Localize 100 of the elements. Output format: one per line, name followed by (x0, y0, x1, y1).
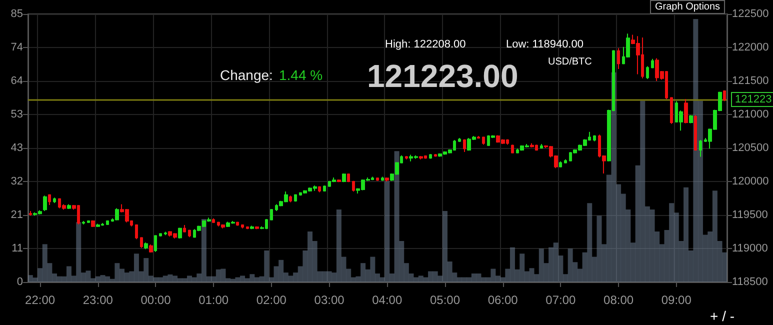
candlestick (48, 194, 51, 206)
bar (153, 277, 158, 282)
bar (298, 266, 303, 282)
bar (162, 276, 168, 282)
bar (587, 203, 592, 282)
bar (332, 272, 337, 282)
bar (650, 209, 655, 282)
candlestick (342, 172, 346, 183)
bar (568, 248, 573, 282)
candlestick (294, 194, 297, 202)
bar (572, 262, 578, 282)
bar (254, 277, 260, 282)
candlestick (385, 176, 389, 182)
candlestick (352, 180, 355, 192)
bar (220, 268, 226, 282)
candlestick (29, 210, 32, 216)
bar (476, 273, 482, 282)
bar (80, 272, 86, 282)
y-tick-label: 21 (10, 209, 23, 221)
bar (168, 274, 173, 282)
candlestick (164, 231, 167, 236)
y2-tick-label: 120000 (732, 176, 769, 188)
candlestick (96, 223, 100, 228)
bar (158, 277, 164, 282)
y2-tick-label: 120500 (732, 142, 769, 154)
bar (201, 218, 206, 282)
bar (394, 151, 400, 282)
bar (317, 271, 322, 282)
bar (418, 276, 424, 282)
bar (71, 276, 76, 282)
candlestick (144, 242, 148, 250)
candlestick (270, 208, 273, 221)
bar (544, 263, 549, 282)
candlestick (159, 232, 162, 237)
candlestick (178, 227, 182, 239)
annotation: Low: 118940.00 (506, 38, 584, 50)
candlestick (381, 176, 384, 182)
bar (669, 203, 674, 282)
bar (250, 274, 255, 282)
candlestick (617, 48, 620, 70)
y-tick-label: 32 (10, 176, 23, 188)
bar (148, 276, 154, 282)
bar (312, 241, 318, 282)
bar (144, 258, 149, 282)
candlestick (376, 176, 379, 182)
bar (283, 272, 288, 282)
candlestick (651, 58, 654, 69)
candlestick (140, 236, 143, 248)
candlestick (221, 224, 225, 229)
bar (481, 277, 486, 282)
bar (52, 273, 58, 282)
candlestick (419, 156, 423, 160)
bar (432, 271, 438, 282)
candlestick (646, 66, 649, 80)
y-tick-label: 64 (10, 75, 23, 87)
bar (563, 274, 568, 282)
y2-tick-label: 119500 (732, 209, 768, 221)
x-tick-label: 08:00 (604, 293, 634, 307)
bar (722, 252, 727, 282)
text: + / - (710, 308, 735, 324)
bar (471, 273, 476, 282)
bar (235, 277, 240, 282)
bar (105, 276, 110, 282)
bar (360, 263, 366, 282)
bar (336, 209, 342, 282)
text: Graph Options (655, 2, 720, 12)
candlestick (149, 244, 153, 254)
candlestick (289, 195, 292, 203)
candlestick (482, 136, 485, 146)
bar (717, 241, 722, 282)
bar (86, 270, 91, 282)
bar (582, 252, 588, 282)
bar (62, 276, 67, 282)
candlestick (434, 154, 437, 158)
candlestick (246, 226, 249, 230)
bar (505, 268, 510, 282)
bar (244, 278, 250, 282)
bar (630, 242, 636, 282)
bar (606, 174, 612, 282)
candlestick (323, 185, 326, 192)
bar (640, 100, 646, 282)
bar (356, 276, 361, 282)
candlestick (87, 220, 90, 224)
candlestick (332, 176, 336, 183)
bar (322, 271, 327, 282)
bar (674, 212, 679, 282)
candlestick (564, 158, 567, 164)
bar (129, 271, 134, 282)
x-tick-label: 23:00 (82, 293, 114, 307)
bar (644, 206, 650, 282)
bar (120, 268, 125, 282)
bar (264, 250, 270, 282)
bar (32, 278, 38, 282)
bar (654, 232, 660, 282)
bar (577, 268, 582, 282)
bar (456, 277, 462, 282)
candlestick (477, 135, 480, 140)
candlestick (135, 224, 138, 240)
candlestick (236, 221, 239, 226)
candlestick (82, 220, 85, 225)
